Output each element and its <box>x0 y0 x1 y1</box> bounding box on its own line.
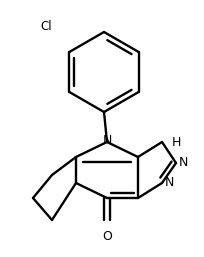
Text: O: O <box>102 231 112 243</box>
Text: H: H <box>171 135 181 149</box>
Text: N: N <box>165 177 174 189</box>
Text: N: N <box>102 134 112 147</box>
Text: N: N <box>179 157 188 170</box>
Text: Cl: Cl <box>40 20 52 32</box>
